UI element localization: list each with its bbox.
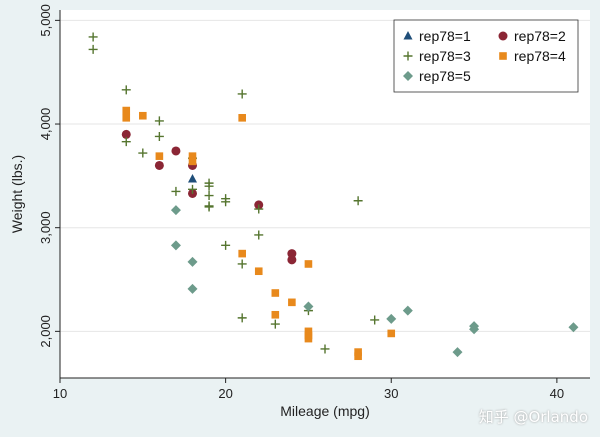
- data-point-plus: [154, 131, 164, 141]
- data-point-plus: [88, 32, 98, 42]
- series-rep78-3: [88, 32, 380, 354]
- data-point-plus: [88, 44, 98, 54]
- data-point-plus: [270, 319, 280, 329]
- legend: rep78=1 rep78=2 rep78=3 rep78=4 rep78=5: [393, 19, 579, 93]
- data-point-plus: [370, 315, 380, 325]
- data-point-square: [188, 157, 197, 166]
- data-point-square: [238, 114, 246, 122]
- data-point-square: [304, 327, 313, 336]
- data-point-diamond: [187, 256, 198, 267]
- y-axis-title: Weight (lbs.): [9, 155, 25, 233]
- x-tick-label: 40: [550, 386, 564, 401]
- y-tick-label: 3,000: [38, 211, 53, 244]
- data-point-plus: [121, 137, 131, 147]
- legend-label: rep78=5: [419, 68, 471, 84]
- data-point-plus: [171, 186, 181, 196]
- gridlines: [60, 19, 590, 332]
- data-point-square: [188, 152, 197, 160]
- x-tick-label: 10: [53, 386, 67, 401]
- y-tick-label: 2,000: [38, 315, 53, 348]
- data-point-plus: [254, 230, 264, 240]
- axes: 2,000 3,000 4,000 5,000 10 20 30 40: [38, 4, 590, 401]
- data-point-plus: [254, 204, 264, 214]
- data-point-plus: [237, 259, 247, 269]
- legend-label: rep78=1: [419, 28, 471, 44]
- data-point-diamond: [402, 305, 413, 316]
- data-point-plus: [204, 191, 214, 201]
- data-point-plus: [320, 344, 330, 354]
- data-point-plus: [204, 202, 214, 212]
- data-point-diamond: [303, 301, 314, 312]
- data-point-circle: [121, 129, 131, 139]
- data-point-plus: [121, 85, 131, 95]
- data-point-square: [387, 329, 396, 338]
- data-point-square: [122, 106, 131, 115]
- data-point-square: [354, 352, 362, 361]
- legend-label: rep78=2: [514, 28, 566, 44]
- data-point-square: [271, 310, 280, 319]
- data-point-square: [304, 260, 313, 268]
- series-rep78-2: [121, 129, 297, 265]
- data-point-plus: [221, 240, 231, 250]
- data-point-plus: [138, 148, 148, 158]
- data-point-diamond: [452, 347, 463, 358]
- y-tick-label: 5,000: [38, 4, 53, 37]
- series-rep78-4: [122, 106, 396, 361]
- data-point-plus: [204, 181, 214, 191]
- data-point-plus: [353, 196, 363, 206]
- data-point-plus: [221, 197, 231, 207]
- data-point-plus: [237, 313, 247, 323]
- data-point-circle: [154, 160, 164, 170]
- x-tick-label: 30: [384, 386, 398, 401]
- data-points: [88, 32, 579, 361]
- data-point-plus: [237, 89, 247, 99]
- data-point-circle: [287, 255, 297, 265]
- data-point-plus: [188, 184, 197, 194]
- data-point-triangle: [188, 173, 197, 183]
- data-point-square: [354, 348, 362, 356]
- data-point-square: [304, 334, 313, 343]
- data-point-square: [139, 111, 147, 120]
- data-point-circle: [287, 249, 297, 259]
- data-point-diamond: [568, 322, 579, 333]
- y-tick-label: 4,000: [38, 108, 53, 141]
- legend-box: [393, 19, 579, 93]
- legend-label: rep78=3: [419, 48, 471, 64]
- x-axis-title: Mileage (mpg): [280, 403, 369, 419]
- data-point-diamond: [170, 240, 181, 251]
- x-tick-label: 20: [218, 386, 232, 401]
- legend-label: rep78=4: [514, 48, 566, 64]
- data-point-circle: [171, 146, 181, 156]
- legend-marker: [499, 52, 507, 60]
- data-point-diamond: [386, 313, 397, 324]
- legend-marker: [403, 51, 413, 61]
- data-point-square: [122, 114, 131, 122]
- legend-marker: [403, 31, 413, 40]
- series-rep78-1: [188, 173, 197, 183]
- data-point-square: [271, 289, 280, 297]
- watermark: 知乎 @Orlando: [478, 408, 588, 426]
- series-rep78-5: [170, 205, 579, 358]
- data-point-diamond: [170, 205, 181, 216]
- legend-marker: [403, 71, 413, 81]
- data-point-square: [155, 152, 164, 160]
- legend-marker: [498, 31, 508, 41]
- data-point-plus: [154, 116, 164, 126]
- data-point-square: [288, 298, 296, 307]
- data-point-diamond: [469, 324, 480, 335]
- data-point-diamond: [187, 283, 198, 294]
- data-point-square: [254, 267, 263, 276]
- data-point-square: [238, 249, 246, 258]
